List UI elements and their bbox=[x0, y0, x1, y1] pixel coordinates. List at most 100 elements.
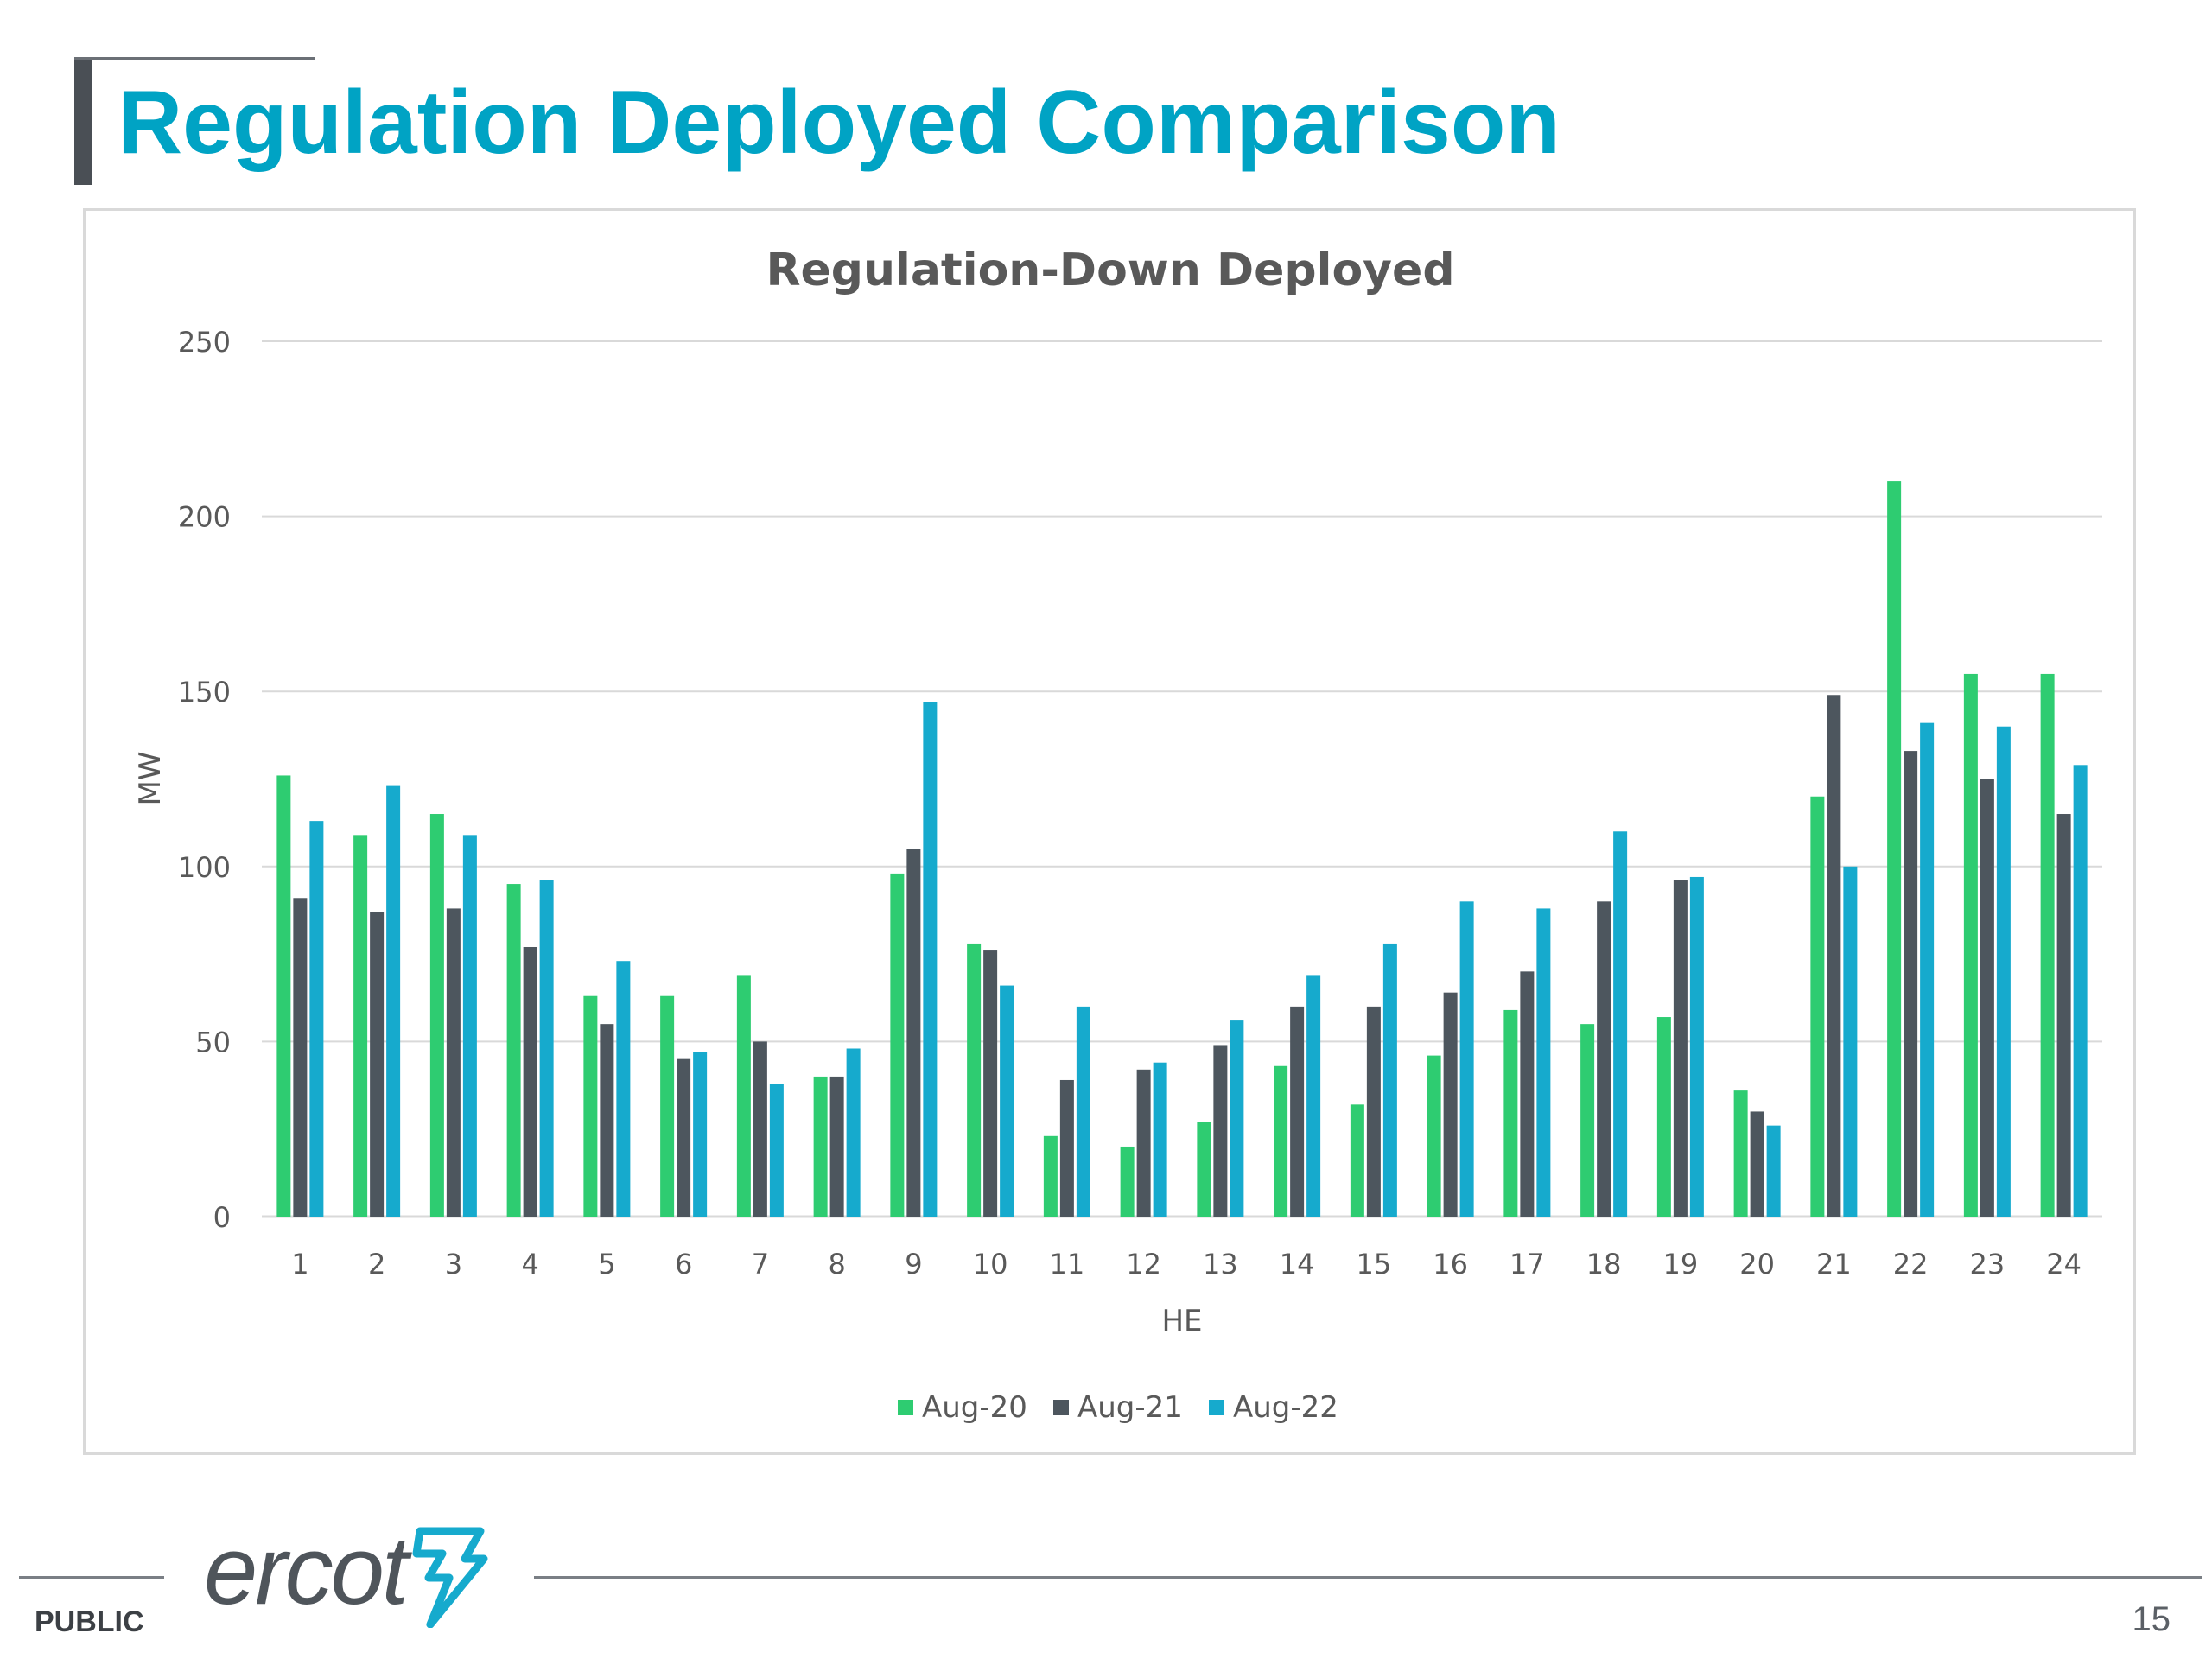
x-tick-label: 9 bbox=[905, 1248, 922, 1281]
bar-aug-22-he-5 bbox=[616, 961, 631, 1217]
bar-aug-22-he-23 bbox=[1996, 726, 2011, 1217]
logo-wordmark: ercot bbox=[204, 1516, 409, 1624]
bar-aug-22-he-11 bbox=[1076, 1006, 1090, 1217]
bars bbox=[276, 481, 2088, 1217]
bar-aug-21-he-1 bbox=[293, 898, 308, 1217]
footer-divider-left bbox=[19, 1576, 164, 1579]
bar-aug-21-he-15 bbox=[1366, 1006, 1381, 1217]
bar-aug-20-he-22 bbox=[1887, 481, 1902, 1217]
bar-aug-21-he-16 bbox=[1443, 992, 1458, 1217]
chart-title: Regulation-Down Deployed bbox=[766, 245, 1454, 296]
x-tick-label: 12 bbox=[1126, 1248, 1161, 1281]
bar-aug-22-he-19 bbox=[1689, 876, 1704, 1217]
bar-aug-20-he-19 bbox=[1656, 1017, 1671, 1217]
y-axis-label: MW bbox=[133, 752, 168, 806]
bar-aug-22-he-6 bbox=[693, 1052, 708, 1217]
bar-aug-20-he-23 bbox=[1963, 673, 1978, 1217]
x-tick-label: 11 bbox=[1050, 1248, 1085, 1281]
title-accent-rule bbox=[74, 57, 315, 60]
bar-aug-20-he-11 bbox=[1043, 1135, 1058, 1217]
bar-chart: Regulation-Down Deployed 050100150200250… bbox=[133, 245, 2102, 1425]
x-tick-label: 23 bbox=[1970, 1248, 2005, 1281]
x-tick-label: 6 bbox=[675, 1248, 692, 1281]
bar-aug-20-he-1 bbox=[276, 775, 291, 1217]
x-tick-label: 15 bbox=[1357, 1248, 1392, 1281]
grid-lines bbox=[262, 340, 2102, 1218]
bar-aug-22-he-7 bbox=[769, 1084, 784, 1217]
y-tick-label: 50 bbox=[195, 1026, 231, 1058]
bar-aug-21-he-12 bbox=[1136, 1069, 1151, 1217]
bar-aug-21-he-9 bbox=[906, 849, 921, 1217]
bar-aug-21-he-14 bbox=[1290, 1006, 1305, 1217]
x-axis-label: HE bbox=[1161, 1304, 1202, 1338]
bar-aug-22-he-22 bbox=[1920, 722, 1935, 1217]
x-tick-label: 18 bbox=[1586, 1248, 1622, 1281]
bar-aug-20-he-20 bbox=[1733, 1090, 1748, 1217]
bar-aug-22-he-14 bbox=[1306, 975, 1321, 1217]
bar-aug-21-he-19 bbox=[1673, 880, 1688, 1217]
bar-aug-20-he-18 bbox=[1580, 1024, 1595, 1217]
x-tick-label: 20 bbox=[1739, 1248, 1775, 1281]
legend-label: Aug-21 bbox=[1077, 1390, 1183, 1425]
bar-aug-22-he-4 bbox=[539, 880, 554, 1217]
x-tick-label: 14 bbox=[1280, 1248, 1315, 1281]
x-tick-label: 4 bbox=[521, 1248, 538, 1281]
bar-aug-20-he-12 bbox=[1120, 1146, 1135, 1217]
x-tick-label: 10 bbox=[973, 1248, 1008, 1281]
bar-aug-22-he-18 bbox=[1613, 831, 1628, 1217]
bar-aug-21-he-4 bbox=[523, 946, 537, 1217]
bar-aug-22-he-12 bbox=[1153, 1062, 1167, 1217]
x-tick-label: 17 bbox=[1510, 1248, 1545, 1281]
page-number: 15 bbox=[2132, 1600, 2171, 1638]
x-tick-label: 13 bbox=[1203, 1248, 1238, 1281]
legend-swatch-aug-22 bbox=[1209, 1400, 1224, 1415]
bar-aug-21-he-21 bbox=[1827, 695, 1841, 1217]
lightning-mark-icon bbox=[412, 1527, 488, 1628]
x-tick-label: 5 bbox=[598, 1248, 615, 1281]
bar-aug-22-he-8 bbox=[846, 1048, 861, 1217]
bar-aug-21-he-13 bbox=[1213, 1045, 1228, 1217]
x-tick-label: 7 bbox=[752, 1248, 769, 1281]
bar-aug-22-he-10 bbox=[1000, 985, 1014, 1217]
bar-aug-21-he-3 bbox=[446, 908, 461, 1217]
bar-aug-20-he-10 bbox=[967, 943, 982, 1217]
bar-aug-21-he-10 bbox=[983, 950, 998, 1217]
bar-aug-20-he-13 bbox=[1197, 1122, 1211, 1217]
bar-aug-22-he-13 bbox=[1230, 1020, 1244, 1217]
x-axis-ticks: 1 2 3 4 5 6 7 8 9 10 11 12 13 14 15 16 17 18 19 20 21 22 23 24 bbox=[291, 1248, 2082, 1281]
bar-aug-20-he-16 bbox=[1427, 1055, 1441, 1217]
bar-aug-21-he-2 bbox=[370, 912, 385, 1217]
x-tick-label: 22 bbox=[1893, 1248, 1929, 1281]
title-accent-bar bbox=[74, 57, 92, 185]
bar-aug-21-he-11 bbox=[1059, 1079, 1074, 1217]
bar-aug-21-he-17 bbox=[1520, 971, 1535, 1217]
x-tick-label: 19 bbox=[1663, 1248, 1699, 1281]
bar-aug-20-he-15 bbox=[1350, 1104, 1364, 1217]
y-tick-label: 200 bbox=[178, 501, 231, 534]
bar-aug-22-he-3 bbox=[462, 835, 477, 1217]
bar-aug-20-he-2 bbox=[353, 835, 368, 1217]
legend-label: Aug-20 bbox=[922, 1390, 1027, 1425]
legend: Aug-20 Aug-21 Aug-22 bbox=[898, 1390, 1338, 1425]
bar-aug-20-he-6 bbox=[660, 995, 675, 1217]
x-tick-label: 21 bbox=[1816, 1248, 1852, 1281]
bar-aug-21-he-6 bbox=[677, 1058, 691, 1217]
bar-aug-20-he-17 bbox=[1503, 1009, 1518, 1217]
bar-aug-20-he-9 bbox=[890, 873, 905, 1217]
slide-title: Regulation Deployed Comparison bbox=[118, 73, 1560, 173]
bar-aug-20-he-14 bbox=[1274, 1065, 1288, 1217]
bar-aug-22-he-21 bbox=[1843, 866, 1858, 1217]
bar-aug-22-he-15 bbox=[1382, 943, 1397, 1217]
legend-label: Aug-22 bbox=[1233, 1390, 1338, 1425]
x-tick-label: 24 bbox=[2046, 1248, 2082, 1281]
bar-aug-20-he-4 bbox=[506, 884, 521, 1217]
bar-aug-22-he-24 bbox=[2073, 765, 2088, 1217]
bar-aug-20-he-21 bbox=[1810, 796, 1825, 1217]
bar-aug-21-he-23 bbox=[1980, 779, 1994, 1217]
bar-aug-22-he-9 bbox=[923, 702, 938, 1217]
x-tick-label: 3 bbox=[445, 1248, 462, 1281]
bar-aug-22-he-1 bbox=[309, 821, 324, 1217]
bar-aug-21-he-7 bbox=[753, 1041, 767, 1217]
bar-aug-21-he-22 bbox=[1904, 751, 1918, 1217]
bar-aug-21-he-20 bbox=[1750, 1111, 1764, 1217]
